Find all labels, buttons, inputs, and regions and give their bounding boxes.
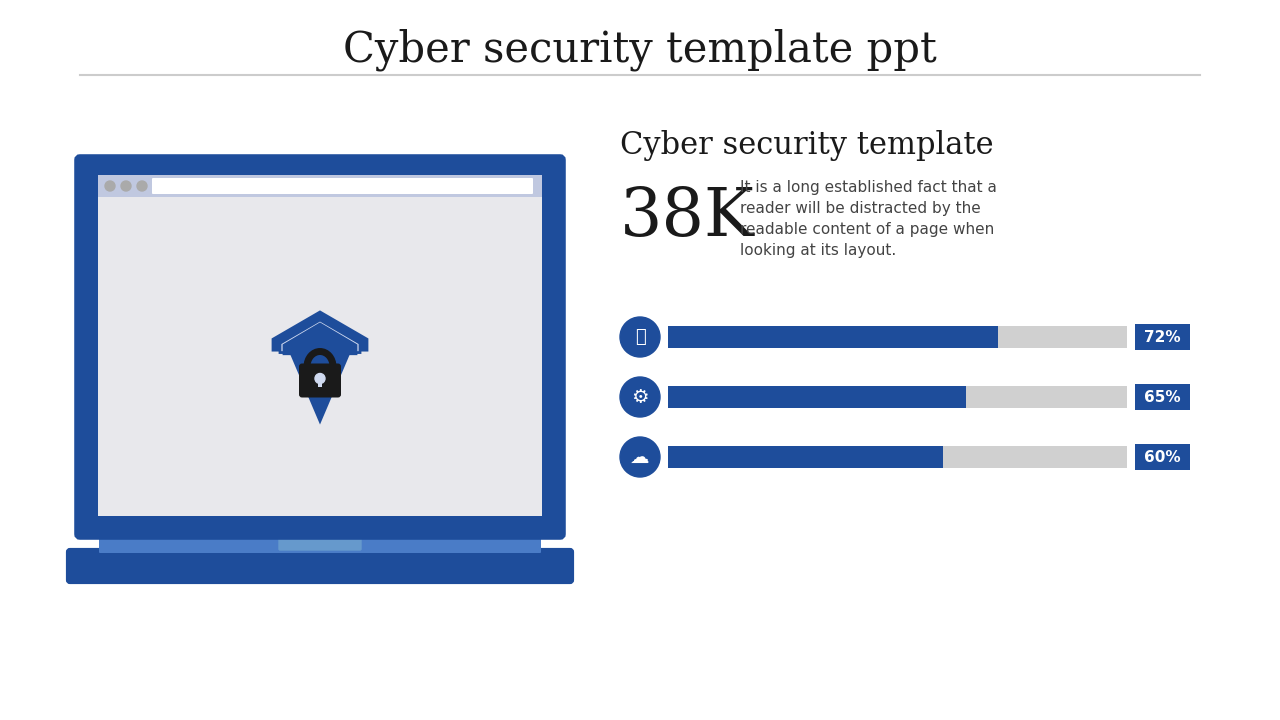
Text: Cyber security template ppt: Cyber security template ppt <box>343 29 937 71</box>
FancyBboxPatch shape <box>68 550 572 582</box>
Circle shape <box>620 437 660 477</box>
Circle shape <box>620 317 660 357</box>
FancyBboxPatch shape <box>300 364 340 397</box>
FancyBboxPatch shape <box>99 175 541 197</box>
PathPatch shape <box>273 312 367 421</box>
Circle shape <box>620 377 660 417</box>
FancyBboxPatch shape <box>152 178 532 194</box>
FancyBboxPatch shape <box>317 379 323 387</box>
FancyBboxPatch shape <box>668 446 943 468</box>
Circle shape <box>315 374 325 384</box>
FancyBboxPatch shape <box>1135 384 1190 410</box>
FancyBboxPatch shape <box>1135 444 1190 470</box>
Circle shape <box>105 181 115 191</box>
FancyBboxPatch shape <box>668 446 1126 468</box>
Text: 38K: 38K <box>620 185 755 251</box>
Text: 60%: 60% <box>1144 449 1181 464</box>
Text: 65%: 65% <box>1144 390 1181 405</box>
FancyBboxPatch shape <box>668 326 1126 348</box>
Text: 🔒: 🔒 <box>635 328 645 346</box>
Circle shape <box>137 181 147 191</box>
FancyBboxPatch shape <box>99 175 541 516</box>
FancyBboxPatch shape <box>668 386 1126 408</box>
Circle shape <box>122 181 131 191</box>
Text: 72%: 72% <box>1144 330 1181 344</box>
FancyBboxPatch shape <box>99 533 541 553</box>
PathPatch shape <box>280 320 360 413</box>
Text: ⚙: ⚙ <box>631 387 649 407</box>
FancyBboxPatch shape <box>279 538 361 550</box>
PathPatch shape <box>284 324 356 409</box>
FancyBboxPatch shape <box>1135 324 1190 350</box>
FancyBboxPatch shape <box>668 386 966 408</box>
Text: It is a long established fact that a
reader will be distracted by the
readable c: It is a long established fact that a rea… <box>740 180 997 258</box>
FancyBboxPatch shape <box>77 157 563 537</box>
Text: ☁: ☁ <box>630 448 650 467</box>
FancyBboxPatch shape <box>668 326 998 348</box>
Text: Cyber security template: Cyber security template <box>620 130 993 161</box>
